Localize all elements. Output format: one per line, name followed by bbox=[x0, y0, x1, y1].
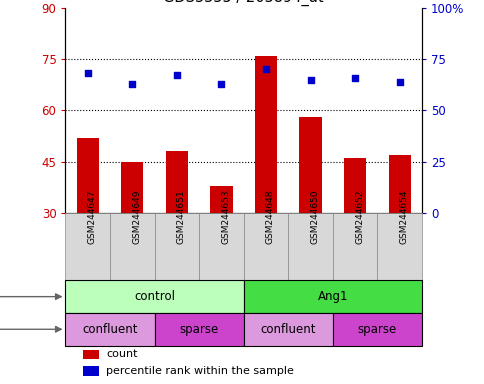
Point bbox=[84, 70, 91, 76]
Bar bbox=[121, 162, 143, 213]
Bar bbox=[243, 280, 421, 313]
Bar bbox=[65, 213, 110, 280]
Text: GSM244653: GSM244653 bbox=[221, 189, 230, 244]
Bar bbox=[243, 213, 287, 280]
Point bbox=[261, 66, 269, 73]
Bar bbox=[210, 186, 232, 213]
Text: control: control bbox=[134, 290, 175, 303]
Bar bbox=[332, 313, 421, 346]
Point bbox=[217, 81, 225, 87]
Bar bbox=[154, 213, 199, 280]
Bar bbox=[83, 350, 99, 359]
Text: GSM244650: GSM244650 bbox=[310, 189, 319, 244]
Bar bbox=[299, 117, 321, 213]
Bar bbox=[65, 280, 243, 313]
Bar bbox=[332, 213, 377, 280]
Point bbox=[173, 73, 181, 79]
Bar bbox=[83, 366, 99, 376]
Bar bbox=[76, 138, 99, 213]
Text: sparse: sparse bbox=[357, 323, 396, 336]
Bar bbox=[287, 213, 332, 280]
Bar bbox=[377, 213, 421, 280]
Text: GSM244647: GSM244647 bbox=[88, 189, 96, 244]
Bar bbox=[110, 213, 154, 280]
Point bbox=[395, 79, 403, 85]
Bar bbox=[388, 155, 410, 213]
Text: GSM244649: GSM244649 bbox=[132, 189, 141, 244]
Point bbox=[350, 74, 358, 81]
Text: Ang1: Ang1 bbox=[317, 290, 348, 303]
Text: GSM244652: GSM244652 bbox=[354, 189, 363, 244]
Bar bbox=[343, 158, 365, 213]
Text: count: count bbox=[106, 349, 137, 359]
Text: growth protocol: growth protocol bbox=[0, 323, 61, 336]
Text: sparse: sparse bbox=[179, 323, 218, 336]
Text: agent: agent bbox=[0, 290, 61, 303]
Bar bbox=[254, 56, 276, 213]
Point bbox=[306, 76, 314, 83]
Bar bbox=[154, 313, 243, 346]
Text: GSM244651: GSM244651 bbox=[177, 189, 185, 244]
Bar bbox=[166, 152, 188, 213]
Text: GSM244654: GSM244654 bbox=[399, 189, 408, 244]
Text: GSM244648: GSM244648 bbox=[265, 189, 274, 244]
Text: percentile rank within the sample: percentile rank within the sample bbox=[106, 366, 294, 376]
Text: confluent: confluent bbox=[260, 323, 316, 336]
Title: GDS3355 / 203894_at: GDS3355 / 203894_at bbox=[163, 0, 323, 6]
Point bbox=[128, 81, 136, 87]
Bar bbox=[65, 313, 154, 346]
Bar bbox=[199, 213, 243, 280]
Text: confluent: confluent bbox=[82, 323, 137, 336]
Bar bbox=[243, 313, 332, 346]
